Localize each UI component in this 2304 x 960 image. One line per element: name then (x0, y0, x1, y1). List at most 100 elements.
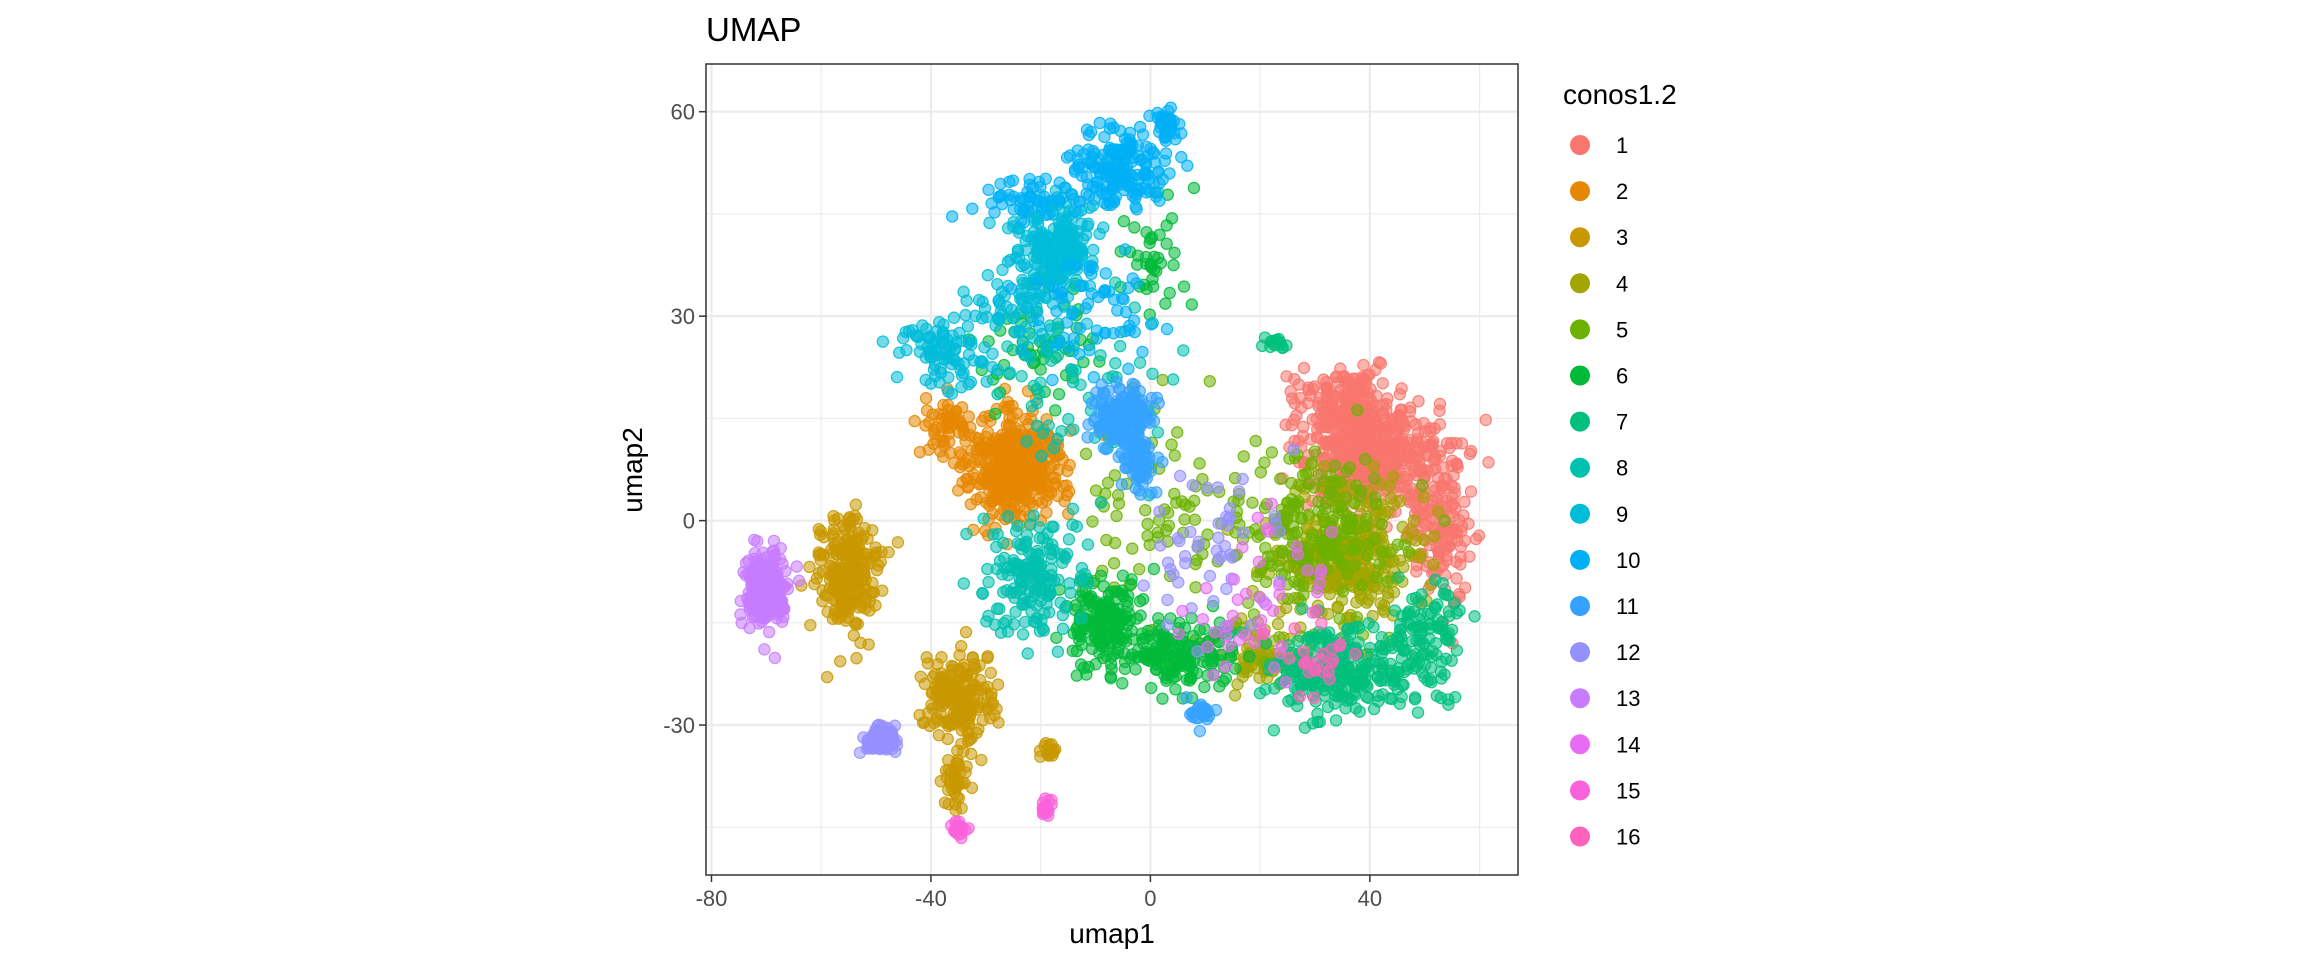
cluster-10-point (1093, 116, 1106, 130)
cluster-6-point (1167, 651, 1180, 664)
cluster-3-point (968, 662, 982, 675)
cluster-2-point (908, 414, 921, 428)
cluster-3-point (849, 616, 862, 629)
cluster-12-point (1203, 569, 1217, 583)
cluster-12-point (1171, 532, 1185, 545)
cluster-1-point (1472, 529, 1486, 542)
cluster-7-point (1411, 706, 1425, 719)
cluster-3-point (984, 666, 997, 680)
cluster-8-point (1027, 509, 1040, 522)
cluster-9-point (876, 335, 890, 348)
cluster-11-point (1130, 433, 1143, 447)
cluster-7-point (1453, 604, 1466, 617)
cluster-5-point (1141, 517, 1154, 531)
cluster-3-point (935, 651, 948, 664)
cluster-5-point (1193, 457, 1206, 470)
cluster-8-point (1007, 554, 1020, 567)
cluster-9-point (947, 311, 961, 324)
cluster-11-point (1136, 477, 1149, 491)
cluster-9-point (925, 345, 938, 358)
cluster-6-point (1143, 236, 1156, 250)
cluster-5-point (1079, 447, 1093, 461)
cluster-10-point (1084, 125, 1098, 139)
cluster-4-point (1406, 526, 1419, 539)
cluster-7-point (1296, 602, 1309, 615)
cluster-5-point (1086, 515, 1099, 528)
cluster-10-point (945, 210, 959, 223)
cluster-14-point (1222, 639, 1235, 653)
cluster-10-point (1122, 362, 1135, 376)
cluster-6-point (1167, 258, 1180, 272)
cluster-6-point (1117, 215, 1131, 228)
cluster-11-point (1082, 418, 1095, 431)
cluster-10-point (1073, 322, 1087, 335)
cluster-8-point (1000, 614, 1013, 627)
cluster-6-point (1140, 226, 1153, 239)
cluster-3-point (954, 640, 968, 653)
cluster-14-point (1239, 587, 1253, 600)
cluster-12-point (1192, 535, 1205, 548)
cluster-1-point (1320, 382, 1334, 396)
cluster-8-point (1055, 424, 1068, 438)
cluster-5-point (1328, 490, 1342, 503)
cluster-1-point (1340, 421, 1353, 434)
cluster-2-point (919, 392, 933, 405)
cluster-1-point (1334, 383, 1347, 397)
cluster-16-point (1315, 617, 1328, 630)
cluster-10-point (1101, 169, 1115, 183)
cluster-10-point (1039, 172, 1052, 185)
cluster-10-point (1130, 277, 1143, 290)
cluster-1-point (1337, 370, 1350, 384)
cluster-5-point (1111, 488, 1125, 502)
cluster-16-point (1298, 657, 1311, 670)
cluster-9-point (913, 345, 927, 359)
cluster-4-point (1383, 480, 1397, 493)
cluster-2-point (952, 426, 966, 439)
cluster-6-point (1140, 282, 1153, 296)
cluster-3-point (847, 547, 861, 560)
cluster-8-point (1031, 396, 1044, 410)
cluster-8-point (1054, 596, 1067, 609)
cluster-10-point (996, 197, 1009, 211)
cluster-13-point (745, 574, 759, 587)
cluster-3-point (941, 732, 954, 746)
cluster-9-point (1041, 342, 1054, 355)
cluster-8-point (957, 577, 970, 590)
cluster-1-point (1315, 420, 1329, 434)
cluster-10-point (1158, 154, 1172, 168)
cluster-9-point (1018, 258, 1031, 271)
cluster-8-point (1070, 520, 1083, 533)
cluster-2-point (947, 456, 961, 470)
cluster-2-point (999, 498, 1013, 511)
cluster-16-point (1326, 653, 1340, 667)
cluster-6-point (1115, 634, 1129, 647)
cluster-10-point (985, 197, 998, 210)
cluster-1-point (1290, 409, 1303, 422)
cluster-9-point (1005, 303, 1018, 316)
cluster-10-point (1079, 301, 1092, 315)
cluster-1-point (1393, 411, 1407, 424)
cluster-6-point (1143, 629, 1156, 642)
cluster-3-point (957, 706, 970, 720)
cluster-1-point (1386, 450, 1400, 464)
cluster-14-point (1227, 573, 1241, 586)
cluster-6-point (1163, 286, 1176, 300)
cluster-8-point (1081, 538, 1095, 551)
cluster-2-point (1021, 459, 1034, 472)
cluster-10-point (1015, 344, 1028, 357)
cluster-8-point (991, 527, 1004, 541)
cluster-2-point (1051, 489, 1065, 503)
cluster-3-point (950, 676, 963, 689)
cluster-3-point (955, 737, 968, 751)
cluster-10-point (994, 177, 1007, 191)
cluster-10-point (1053, 176, 1066, 189)
cluster-8-point (1020, 535, 1033, 549)
cluster-10-point (1074, 279, 1088, 292)
cluster-1-point (1398, 457, 1411, 471)
cluster-3-point (942, 717, 955, 730)
cluster-15-point (962, 822, 975, 835)
cluster-5-point (1316, 553, 1329, 566)
cluster-6-point (1104, 670, 1117, 683)
cluster-5-point (1107, 557, 1121, 570)
cluster-8-point (1033, 624, 1047, 638)
